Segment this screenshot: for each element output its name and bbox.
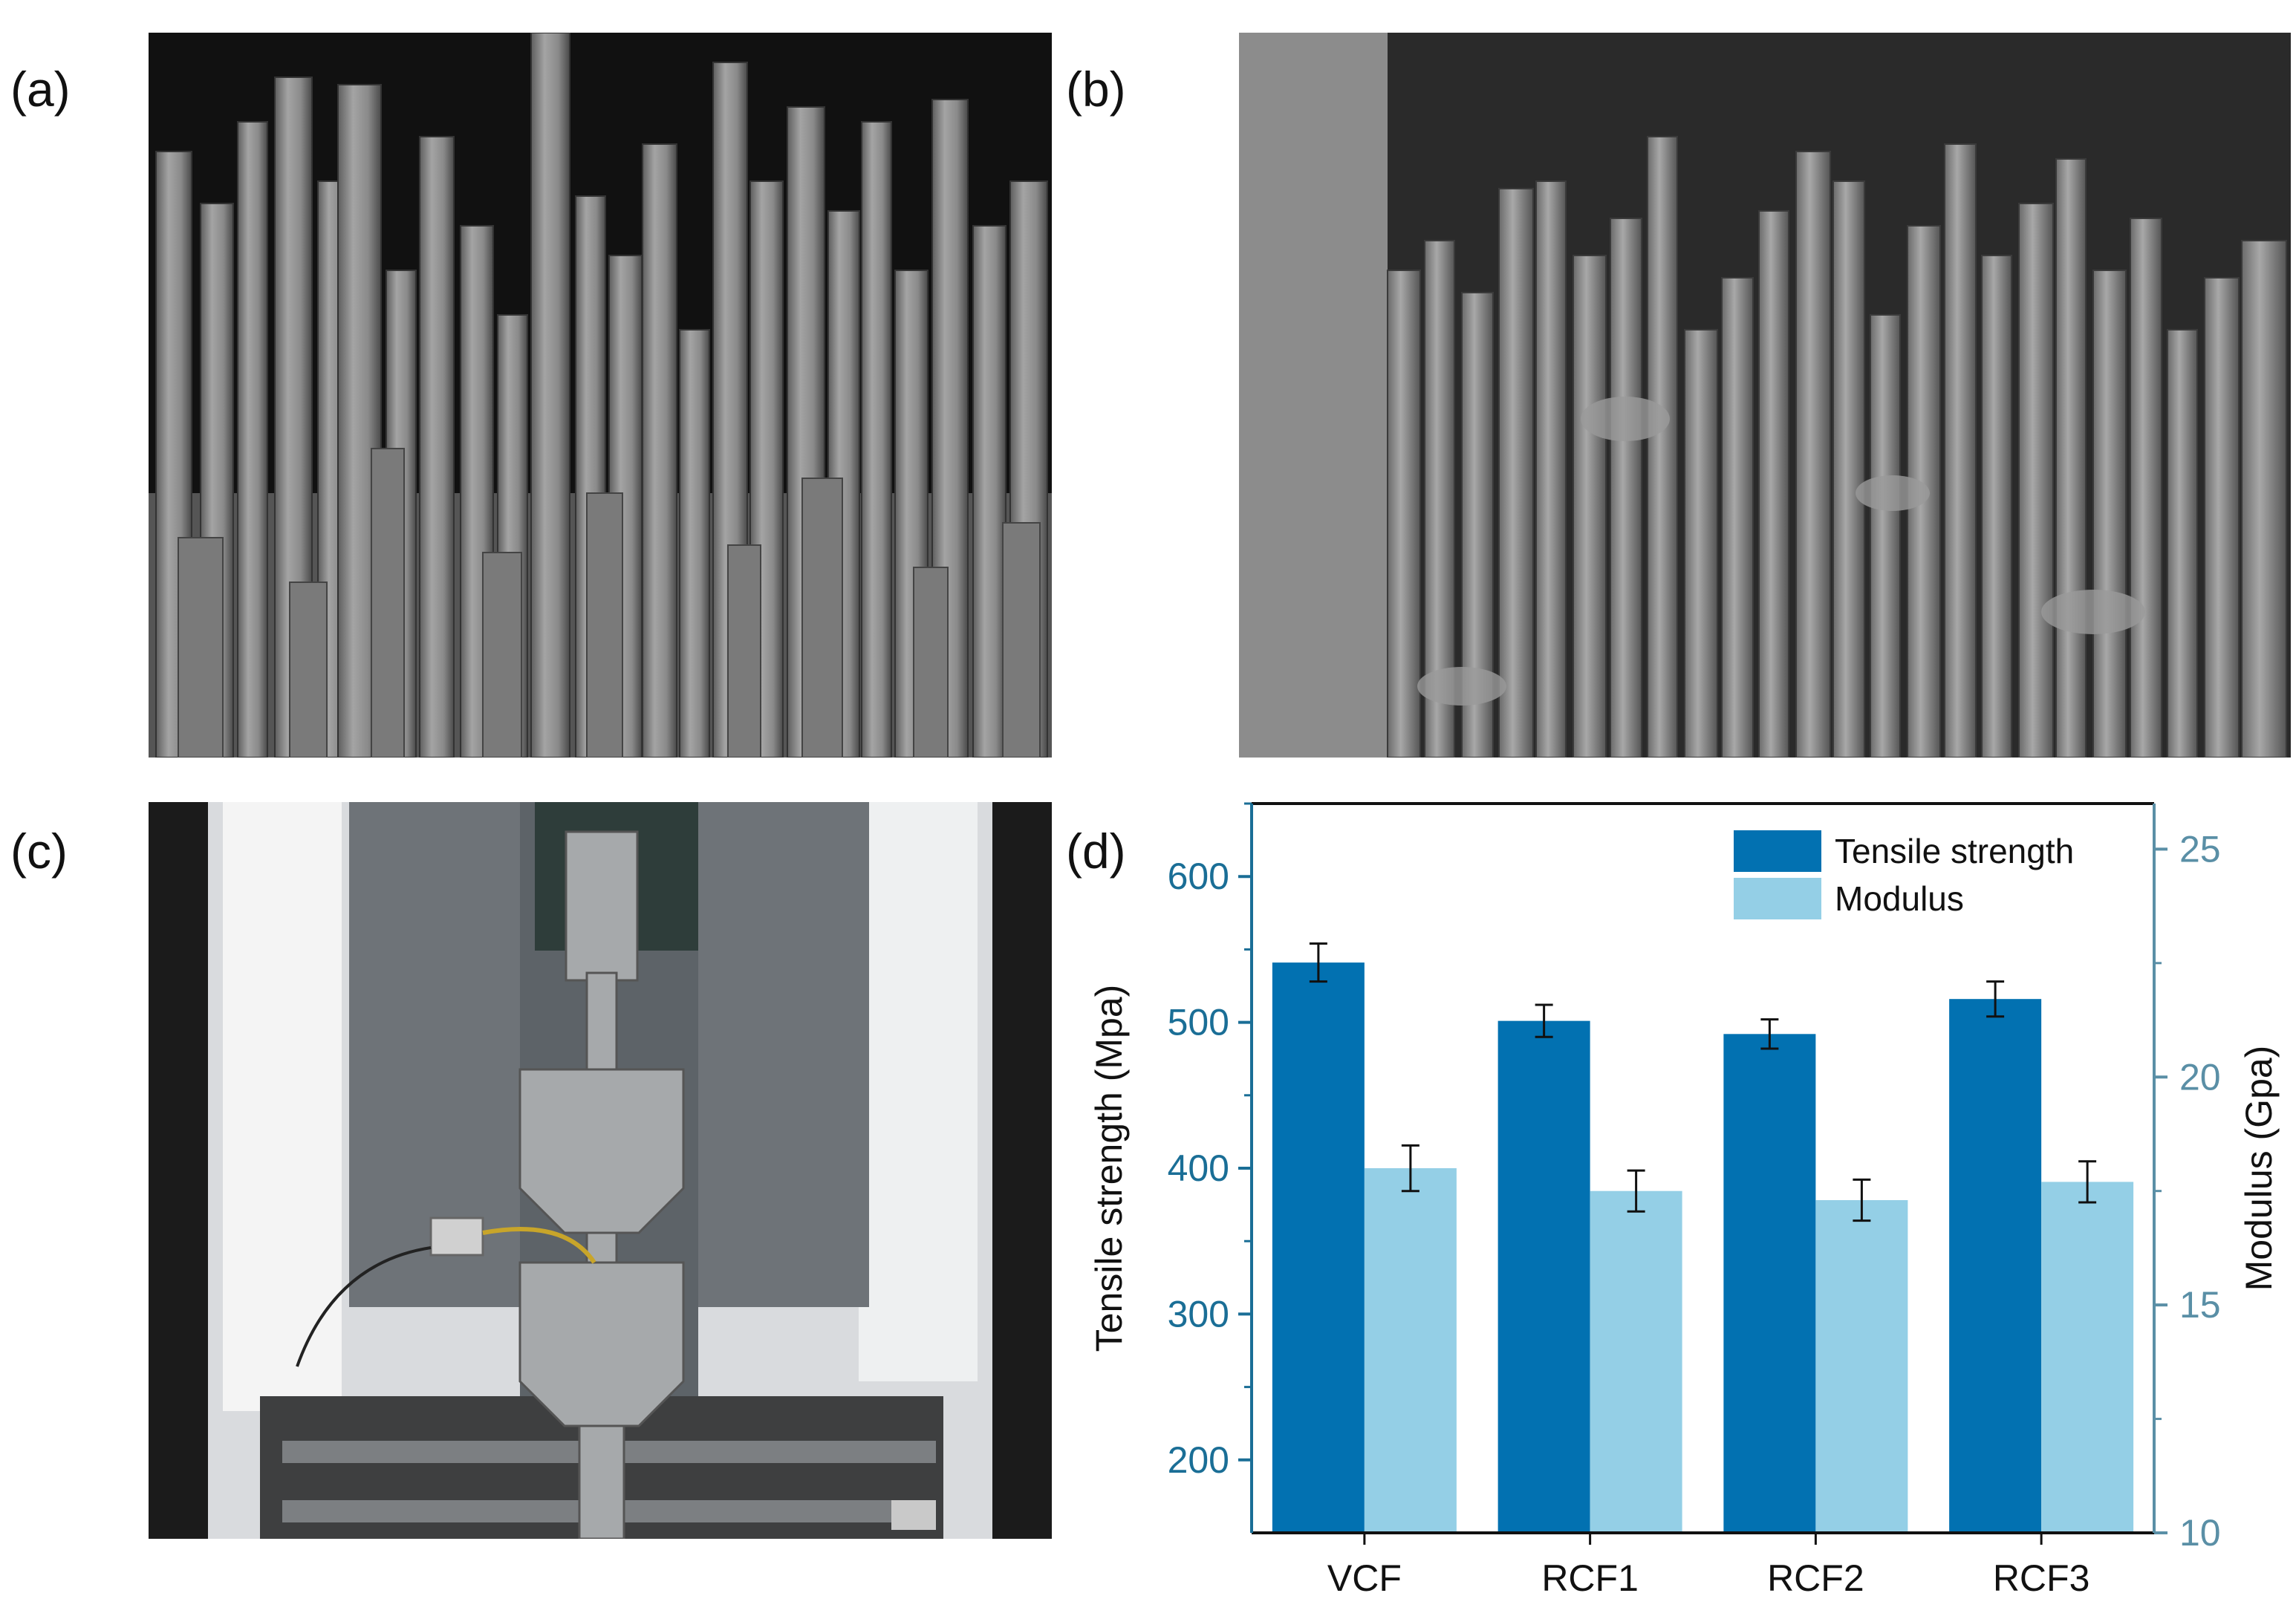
x-tick-label-vcf: VCF [1327,1557,1402,1599]
y-axis-label-right: Modulus (Gpa) [2238,1046,2280,1291]
y-tick-label-right-10: 10 [2179,1512,2221,1554]
x-tick-label-rcf3: RCF3 [1993,1557,2090,1599]
bar-modulus-rcf2 [1815,1199,1908,1533]
sem-image-b [1239,33,2291,758]
y-tick-label-left-500: 500 [1168,1002,1229,1043]
y-tick-label-right-20: 20 [2179,1056,2221,1098]
panel-label-a: (a) [10,62,71,117]
panel-label-b: (b) [1066,62,1126,117]
y-axis-label-left: Tensile strength (Mpa) [1088,985,1130,1352]
bar-tensile-strength-vcf [1272,962,1365,1533]
y-tick-label-left-200: 200 [1168,1439,1229,1481]
sem-image-a [149,33,1052,758]
bar-modulus-rcf1 [1590,1190,1682,1533]
x-tick-label-rcf1: RCF1 [1541,1557,1639,1599]
legend-label-tensile-strength: Tensile strength [1835,832,2074,870]
y-tick-label-right-15: 15 [2179,1284,2221,1326]
bar-tensile-strength-rcf3 [1949,999,2042,1533]
bar-tensile-strength-rcf2 [1723,1034,1816,1533]
bar-modulus-vcf [1364,1168,1457,1533]
tensile-test-photo [149,802,1052,1539]
bar-modulus-rcf3 [2041,1182,2134,1533]
y-tick-label-right-25: 25 [2179,828,2221,870]
x-tick-label-rcf2: RCF2 [1767,1557,1864,1599]
legend-swatch-tensile-strength [1734,830,1821,872]
bar-tensile-strength-rcf1 [1497,1020,1590,1533]
bar-chart: VCF RCF1 RCF2 RCF3 200 300 400 500 600 10 15 20 25 Te… [1088,802,2280,1599]
legend-label-modulus: Modulus [1835,879,1964,918]
legend-swatch-modulus [1734,878,1821,919]
panel-label-d: (d) [1066,824,1126,879]
panel-label-c: (c) [10,824,68,879]
y-tick-label-left-400: 400 [1168,1147,1229,1189]
y-tick-label-left-600: 600 [1168,856,1229,897]
y-tick-label-left-300: 300 [1168,1293,1229,1335]
